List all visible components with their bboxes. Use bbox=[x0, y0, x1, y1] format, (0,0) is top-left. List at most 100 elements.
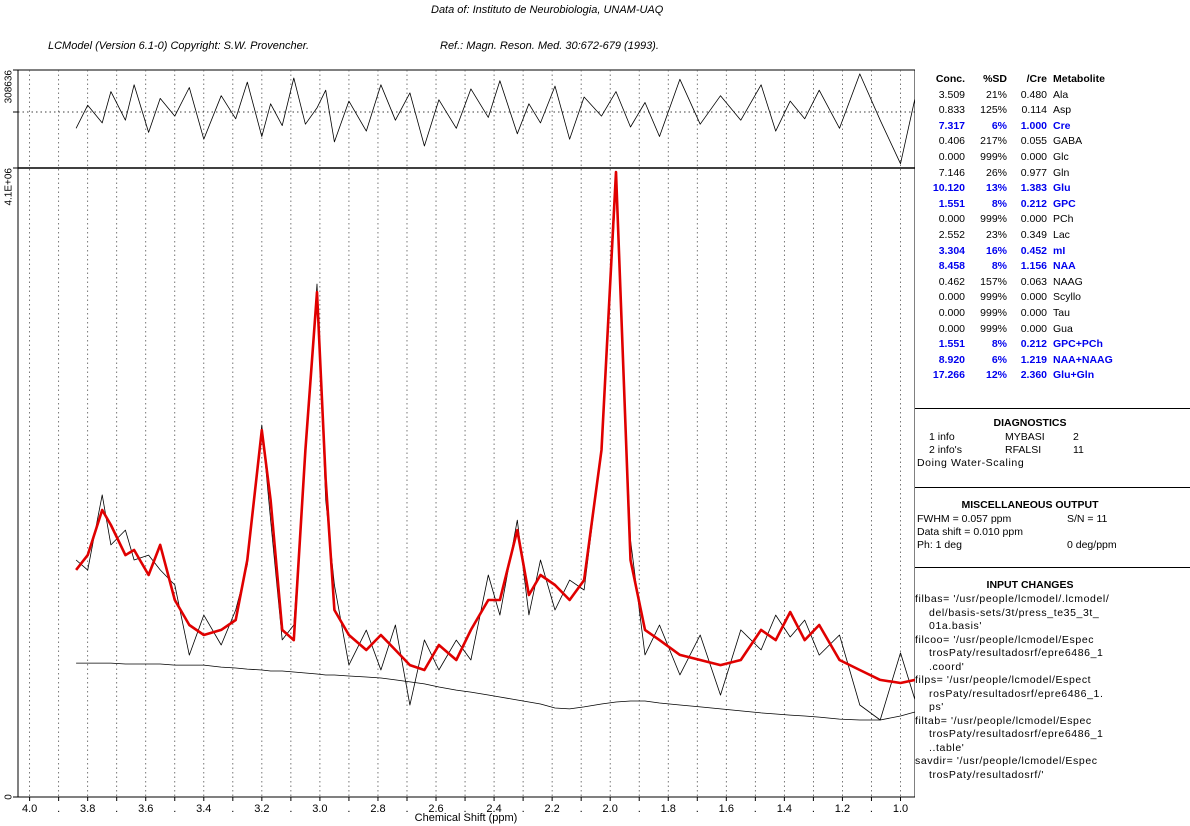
input-change-line: filbas= '/usr/people/lcmodel/.lcmodel/ bbox=[915, 593, 1110, 605]
misc-cell: 0 deg/ppm bbox=[1067, 539, 1117, 551]
spectrum-line bbox=[76, 662, 915, 721]
x-tick-label: 3.4 bbox=[196, 803, 211, 815]
results-cell: 16% bbox=[985, 244, 1007, 257]
input-change-line: filcoo= '/usr/people/lcmodel/Espec bbox=[915, 633, 1095, 646]
diagnostics-row: 1 info MYBASI 2 bbox=[915, 431, 1190, 444]
x-axis-label: Chemical Shift (ppm) bbox=[415, 812, 518, 824]
x-tick-label: 1.2 bbox=[835, 803, 850, 815]
results-cell: 999% bbox=[980, 322, 1007, 335]
results-cell: 0.000 bbox=[1020, 291, 1047, 304]
results-cell: 999% bbox=[980, 306, 1007, 319]
results-row: 10.120 13% 1.383 Glu bbox=[915, 181, 1190, 197]
results-cell: 157% bbox=[980, 275, 1007, 288]
results-cell: 1.000 bbox=[1020, 119, 1047, 132]
results-cell: 0.833 bbox=[938, 104, 965, 117]
results-cell: 0.480 bbox=[1020, 88, 1047, 101]
results-row: 0.000 999% 0.000 Tau bbox=[915, 306, 1190, 322]
y-tick-label: 4.1E+06 bbox=[4, 168, 15, 206]
x-tick-label: 3.2 bbox=[254, 803, 269, 815]
input-changes: INPUT CHANGES filbas= '/usr/people/lcmode… bbox=[915, 578, 1190, 782]
results-cell: 0.462 bbox=[938, 275, 965, 288]
column-header: Metabolite bbox=[1053, 73, 1105, 85]
results-row: 0.000 999% 0.000 Scyllo bbox=[915, 290, 1190, 306]
x-tick-label: 4.0 bbox=[22, 803, 37, 815]
results-cell: 0.000 bbox=[1020, 150, 1047, 163]
results-cell: 1.551 bbox=[938, 197, 965, 210]
x-tick-label: . bbox=[115, 803, 118, 815]
input-change-line: savdir= '/usr/people/lcmodel/Espec bbox=[915, 755, 1098, 767]
results-cell: 2.552 bbox=[938, 228, 965, 241]
results-row: 8.458 8% 1.156 NAA bbox=[915, 259, 1190, 275]
column-header: /Cre bbox=[1026, 73, 1047, 85]
x-tick-label: . bbox=[522, 803, 525, 815]
results-cell: Ala bbox=[1053, 88, 1069, 101]
diagnostics-cell: RFALSI bbox=[1005, 444, 1042, 456]
diagnostics-note: Doing Water-Scaling bbox=[917, 457, 1025, 469]
results-cell: 8.458 bbox=[938, 260, 965, 273]
results-cell: NAAG bbox=[1053, 275, 1083, 288]
misc-cell: S/N = 11 bbox=[1067, 513, 1108, 525]
results-row: 1.551 8% 0.212 GPC+PCh bbox=[915, 337, 1190, 353]
results-cell: Asp bbox=[1053, 104, 1072, 117]
results-cell: NAA+NAAG bbox=[1053, 353, 1113, 366]
results-cell: Gua bbox=[1053, 322, 1073, 335]
diagnostics-row: 2 info's RFALSI 11 bbox=[915, 444, 1190, 457]
input-change-line: del/basis-sets/3t/press_te35_3t_ bbox=[929, 606, 1100, 619]
results-panel: Conc. %SD/Cre Metabolite 3.509 21% 0.480 Ala 0.… bbox=[915, 70, 1190, 826]
results-cell: 0.977 bbox=[1020, 166, 1047, 179]
input-change-line: trosPaty/resultadosrf/' bbox=[929, 768, 1045, 781]
results-table: Conc. %SD/Cre Metabolite 3.509 21% 0.480 Ala 0.… bbox=[915, 72, 1190, 384]
results-cell: 8% bbox=[991, 260, 1007, 273]
x-tick-label: . bbox=[57, 803, 60, 815]
separator bbox=[915, 567, 1190, 568]
separator bbox=[915, 487, 1190, 488]
results-row: 3.509 21% 0.480 Ala bbox=[915, 88, 1190, 104]
x-tick-label: 3.8 bbox=[80, 803, 95, 815]
results-cell: GPC bbox=[1053, 197, 1076, 210]
column-header: %SD bbox=[983, 73, 1007, 85]
results-cell: 999% bbox=[980, 291, 1007, 304]
misc-row: Data shift = 0.010 ppm bbox=[915, 526, 1190, 539]
results-cell: 0.406 bbox=[938, 135, 965, 148]
results-cell: 0.055 bbox=[1020, 135, 1047, 148]
y-tick-label: 0 bbox=[4, 794, 15, 800]
diagnostics-cell: 2 bbox=[1073, 431, 1079, 443]
results-cell: 6% bbox=[991, 353, 1007, 366]
results-cell: 2.360 bbox=[1020, 369, 1047, 382]
results-cell: 8% bbox=[991, 197, 1007, 210]
results-cell: 1.156 bbox=[1020, 260, 1047, 273]
x-tick-label: . bbox=[580, 803, 583, 815]
x-tick-label: . bbox=[696, 803, 699, 815]
results-cell: 7.146 bbox=[938, 166, 965, 179]
results-cell: 0.000 bbox=[938, 322, 965, 335]
results-cell: 0.000 bbox=[938, 291, 965, 304]
x-tick-label: . bbox=[231, 803, 234, 815]
x-tick-label: . bbox=[754, 803, 757, 815]
results-cell: NAA bbox=[1053, 260, 1076, 273]
results-row: 0.406 217% 0.055 GABA bbox=[915, 134, 1190, 150]
diagnostics-cell: 2 info's bbox=[929, 444, 962, 456]
results-cell: PCh bbox=[1053, 213, 1074, 226]
results-row: 0.000 999% 0.000 Glc bbox=[915, 150, 1190, 166]
results-cell: Glc bbox=[1053, 150, 1069, 163]
results-cell: GPC+PCh bbox=[1053, 338, 1103, 351]
results-cell: 3.509 bbox=[938, 88, 965, 101]
results-cell: 0.452 bbox=[1020, 244, 1047, 257]
x-tick-label: . bbox=[812, 803, 815, 815]
results-cell: 8% bbox=[991, 338, 1007, 351]
input-changes-title: INPUT CHANGES bbox=[986, 579, 1074, 591]
results-cell: 0.212 bbox=[1020, 197, 1047, 210]
results-cell: mI bbox=[1053, 244, 1066, 257]
results-cell: 12% bbox=[985, 369, 1007, 382]
diagnostics-cell: 11 bbox=[1073, 444, 1084, 456]
diagnostics: DIAGNOSTICS 1 info MYBASI 2 2 info's RFALSI 11… bbox=[915, 416, 1190, 471]
input-change-line: ps' bbox=[929, 701, 944, 713]
results-cell: 0.000 bbox=[938, 213, 965, 226]
results-cell: 1.383 bbox=[1020, 182, 1047, 195]
x-tick-label: . bbox=[638, 803, 641, 815]
spectrum-line bbox=[75, 170, 915, 685]
input-change-line: trosPaty/resultadosrf/epre6486_1 bbox=[929, 647, 1104, 659]
results-cell: 8.920 bbox=[938, 353, 965, 366]
results-cell: 217% bbox=[980, 135, 1007, 148]
misc-row: Ph: 1 deg 0 deg/ppm bbox=[915, 539, 1190, 552]
